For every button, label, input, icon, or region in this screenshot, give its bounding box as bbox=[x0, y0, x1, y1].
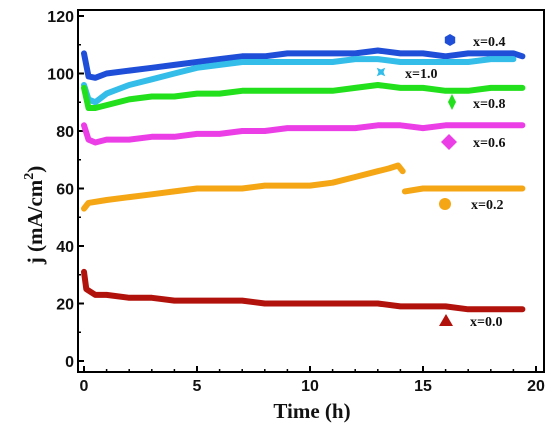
y-tick-label: 0 bbox=[65, 354, 74, 371]
legend-label-x-10: x=1.0 bbox=[405, 67, 437, 82]
x-tick-label: 20 bbox=[527, 378, 545, 395]
x-axis-title: Time (h) bbox=[273, 399, 350, 423]
series-line-x-02 bbox=[401, 185, 526, 195]
x-tick-label: 0 bbox=[80, 378, 89, 395]
legend-marker-x-08 bbox=[448, 94, 456, 110]
series-line-x-10 bbox=[81, 56, 517, 106]
axes: 0 5 10 15 20 0 20 40 60 80 100 120 bbox=[47, 9, 545, 395]
series-line-x-06 bbox=[81, 122, 526, 146]
y-axis-title-superscript: 2 bbox=[22, 173, 37, 180]
legend-label-x-08: x=0.8 bbox=[473, 97, 505, 112]
y-tick-label: 100 bbox=[47, 67, 74, 84]
y-axis-title: j (mA/cm2) bbox=[22, 166, 47, 266]
legend-marker-x-02 bbox=[439, 198, 451, 210]
legend-marker-x-06 bbox=[441, 134, 457, 150]
series-line-x-08 bbox=[81, 82, 526, 111]
x-tick-label: 15 bbox=[414, 378, 432, 395]
y-tick-label: 60 bbox=[56, 182, 74, 199]
series-line-x-00 bbox=[81, 268, 526, 313]
y-tick-label: 20 bbox=[56, 297, 74, 314]
series-line-x-04 bbox=[81, 47, 526, 81]
y-axis-title-close: ) bbox=[23, 166, 47, 173]
y-tick-label: 80 bbox=[56, 124, 74, 141]
y-tick-label: 40 bbox=[56, 239, 74, 256]
legend-marker-x-10 bbox=[376, 67, 386, 77]
legend-marker-x-04 bbox=[444, 34, 456, 46]
series-line-x-02 bbox=[81, 162, 406, 212]
x-tick-label: 5 bbox=[193, 378, 202, 395]
legend-marker-x-00 bbox=[439, 314, 453, 326]
series-group bbox=[81, 47, 526, 313]
legend-label-x-00: x=0.0 bbox=[470, 315, 502, 330]
x-tick-label: 10 bbox=[301, 378, 319, 395]
legend-label-x-06: x=0.6 bbox=[473, 136, 505, 151]
legend-label-x-04: x=0.4 bbox=[473, 35, 505, 50]
y-tick-label: 120 bbox=[47, 9, 74, 26]
legend-label-x-02: x=0.2 bbox=[471, 198, 503, 213]
legend: x=0.4 x=1.0 x=0.8 x=0.6 x=0.2 x=0.0 bbox=[376, 34, 505, 330]
y-axis-title-main: j (mA/cm bbox=[23, 179, 47, 265]
